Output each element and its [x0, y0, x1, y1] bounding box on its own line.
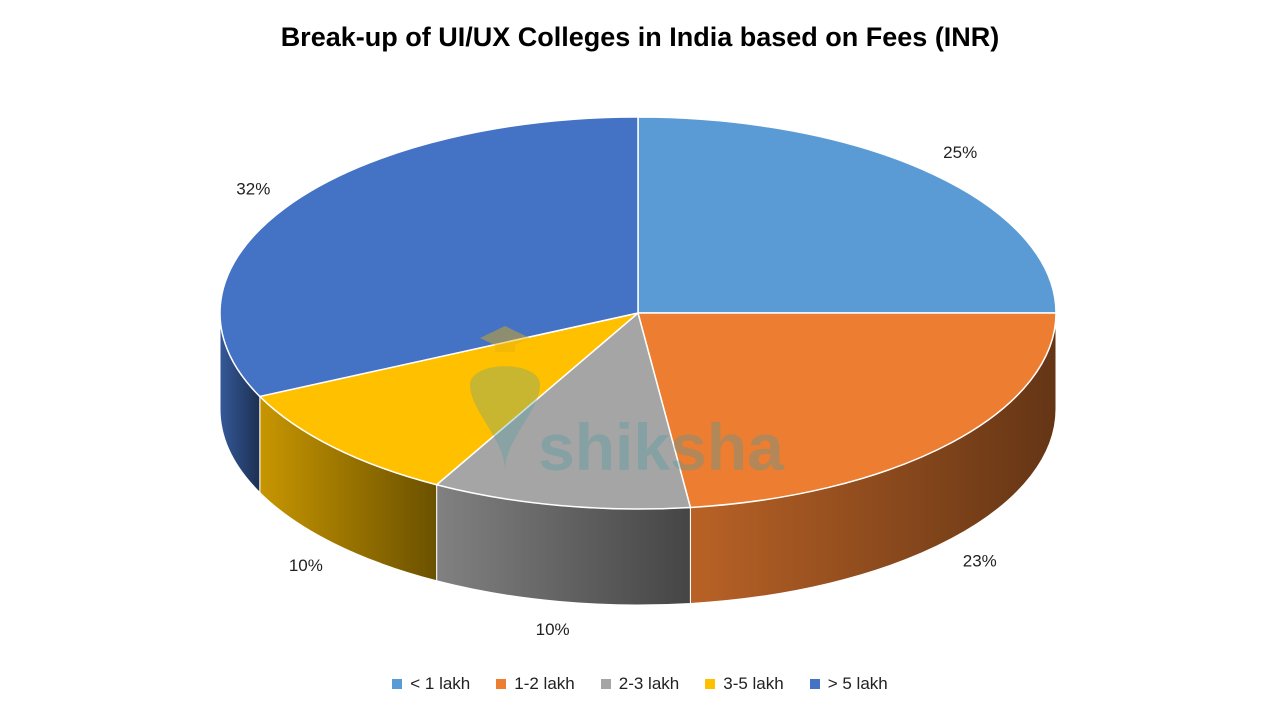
legend-item-2-3-lakh: 2-3 lakh: [600, 674, 680, 694]
pie-slice-lt-1-lakh: [637, 116, 1057, 314]
pie-sides: [219, 312, 1057, 606]
legend-item-3-5-lakh: 3-5 lakh: [705, 674, 784, 694]
legend: < 1 lakh 1-2 lakh 2-3 lakh 3-5 lakh > 5 lakh: [0, 674, 1280, 694]
legend-label-1-2-lakh: 1-2 lakh: [514, 674, 575, 693]
data-label-gt-5-lakh: 32%: [236, 180, 270, 199]
pie-slice-1-2-lakh: [637, 312, 1057, 509]
legend-item-1-2-lakh: 1-2 lakh: [496, 674, 575, 694]
legend-label-lt-1-lakh: < 1 lakh: [410, 674, 471, 693]
pie-slice-gt-5-lakh: [219, 116, 639, 398]
pie-slice-2-3-lakh: [435, 311, 692, 510]
legend-swatch-1-2-lakh: [496, 679, 507, 689]
graduation-cap-icon: [480, 326, 530, 352]
data-label-3-5-lakh: 10%: [289, 556, 323, 575]
watermark: shiksha: [470, 326, 785, 484]
pie-tops: [219, 116, 1057, 510]
legend-item-lt-1-lakh: < 1 lakh: [392, 674, 470, 694]
chart-title: Break-up of UI/UX Colleges in India base…: [280, 22, 1000, 52]
legend-item-gt-5-lakh: > 5 lakh: [809, 674, 888, 694]
data-label-1-2-lakh: 23%: [963, 551, 997, 570]
legend-swatch-lt-1-lakh: [392, 679, 403, 689]
watermark-text: shiksha: [538, 410, 785, 484]
data-labels: 25% 23% 10% 10% 32%: [236, 143, 996, 639]
data-label-lt-1-lakh: 25%: [943, 143, 977, 162]
pie-slice-3-5-lakh: [258, 312, 639, 486]
legend-swatch-gt-5-lakh: [809, 679, 820, 689]
legend-swatch-3-5-lakh: [705, 679, 716, 689]
data-label-2-3-lakh: 10%: [536, 620, 570, 639]
legend-swatch-2-3-lakh: [600, 679, 611, 689]
legend-label-gt-5-lakh: > 5 lakh: [827, 674, 888, 693]
pen-nib-icon: [470, 366, 540, 470]
legend-label-3-5-lakh: 3-5 lakh: [723, 674, 784, 693]
legend-label-2-3-lakh: 2-3 lakh: [618, 674, 680, 693]
